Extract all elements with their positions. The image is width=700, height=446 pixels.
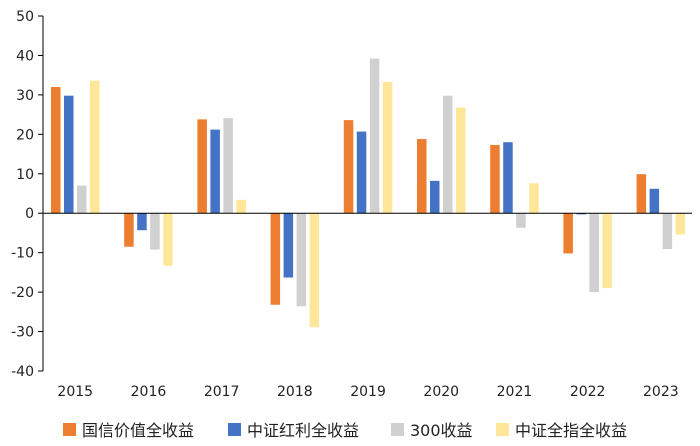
bar <box>649 188 660 214</box>
bar <box>296 213 307 307</box>
x-tick-label: 2017 <box>204 384 240 400</box>
bar <box>490 144 500 214</box>
bar <box>675 213 686 235</box>
bar <box>210 129 220 214</box>
bar <box>417 139 427 214</box>
bar <box>90 80 100 214</box>
legend-swatch <box>63 423 76 436</box>
bar <box>443 95 453 214</box>
x-tick-label: 2018 <box>277 384 313 400</box>
bar <box>503 142 513 214</box>
y-axis: 50 40 30 20 10 0 -10 -20 -30 -40 <box>11 9 44 380</box>
legend-label: 国信价值全收益 <box>82 421 194 440</box>
y-tick-label: -30 <box>11 325 34 341</box>
bar <box>576 213 586 215</box>
bar <box>124 213 134 247</box>
bar <box>589 213 599 293</box>
bar <box>516 213 526 228</box>
bar <box>309 213 320 328</box>
bar <box>369 58 380 214</box>
bar <box>662 213 673 250</box>
y-tick-label: -40 <box>11 364 34 380</box>
bar <box>283 213 294 278</box>
x-tick-label: 2023 <box>643 384 679 400</box>
legend-swatch <box>496 423 509 436</box>
y-tick-label: 40 <box>16 48 34 64</box>
bar <box>456 107 466 214</box>
x-tick-label: 2022 <box>570 384 606 400</box>
legend-label: 中证全指全收益 <box>515 421 627 440</box>
bar <box>223 118 233 214</box>
bar <box>150 213 160 250</box>
legend-swatch <box>228 423 241 436</box>
bar <box>197 119 207 214</box>
bar <box>430 180 440 214</box>
bar <box>77 185 87 214</box>
y-tick-label: 10 <box>16 167 34 183</box>
bar <box>51 87 61 214</box>
legend: 国信价值全收益 中证红利全收益 300收益 中证全指全收益 <box>63 421 627 440</box>
x-tick-label: 2019 <box>350 384 386 400</box>
x-tick-label: 2020 <box>423 384 459 400</box>
bar <box>343 120 354 214</box>
bar <box>382 81 393 214</box>
x-tick-label: 2015 <box>57 384 93 400</box>
bar <box>529 183 539 214</box>
bar <box>563 213 573 254</box>
x-tick-label: 2021 <box>497 384 533 400</box>
x-tick-label: 2016 <box>131 384 167 400</box>
y-tick-label: 20 <box>16 127 34 143</box>
legend-label: 300收益 <box>410 421 473 440</box>
bar <box>270 213 281 305</box>
bars <box>51 58 686 328</box>
legend-swatch <box>391 423 404 436</box>
y-tick-label: 0 <box>25 206 34 222</box>
bar <box>163 213 173 266</box>
y-tick-label: 50 <box>16 9 34 25</box>
bar <box>602 213 612 289</box>
y-tick-label: -20 <box>11 285 34 301</box>
bar <box>64 95 74 214</box>
bar <box>356 131 367 214</box>
x-axis: 2015 2016 2017 2018 2019 2020 2021 2022 2023 <box>43 212 692 400</box>
bar <box>636 174 647 214</box>
bar <box>236 199 246 214</box>
y-tick-label: 30 <box>16 88 34 104</box>
y-tick-label: -10 <box>11 246 34 262</box>
legend-label: 中证红利全收益 <box>247 421 359 440</box>
bar <box>137 213 147 231</box>
